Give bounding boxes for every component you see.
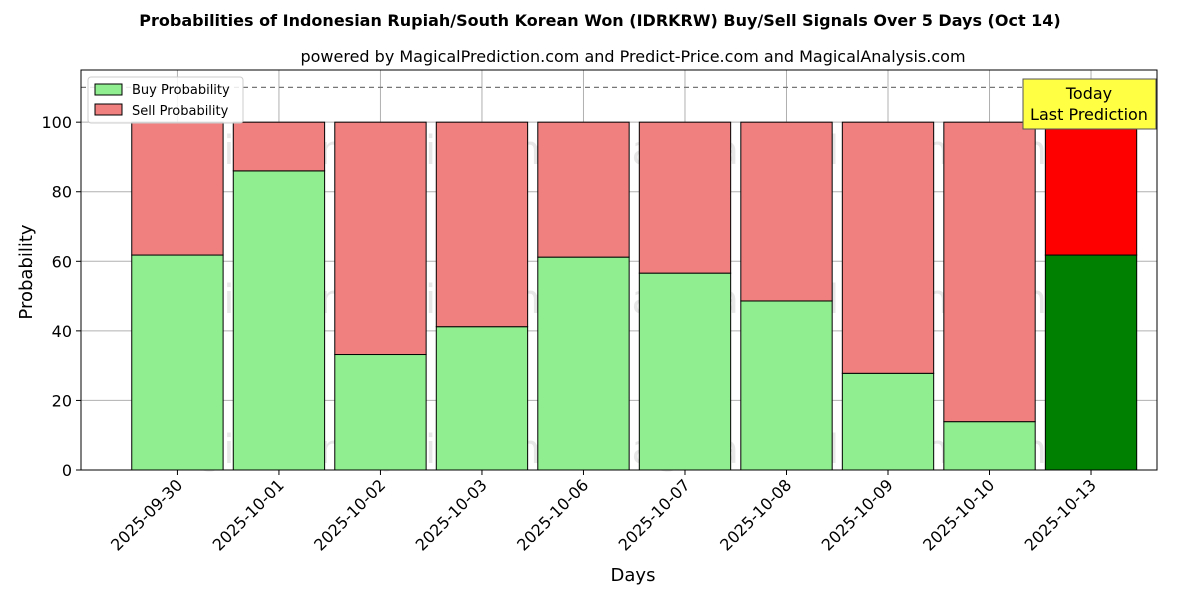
legend-sell-label: Sell Probability (132, 104, 229, 119)
x-tick-label: 2025-09-30 (107, 475, 186, 554)
buy-bar (131, 254, 224, 471)
x-tick-label: 2025-10-10 (919, 475, 998, 554)
x-tick-label: 2025-10-13 (1021, 475, 1100, 554)
buy-bar (943, 421, 1036, 471)
sell-bar (232, 121, 326, 172)
buy-bar (232, 170, 326, 471)
x-tick-label: 2025-10-08 (716, 475, 795, 554)
x-tick-label: 2025-10-06 (513, 475, 592, 554)
y-tick-label: 0 (62, 461, 72, 480)
legend-frame (87, 76, 244, 124)
x-tick-label: 2025-10-09 (818, 475, 897, 554)
buy-bar (435, 326, 529, 471)
y-tick-label: 20 (52, 391, 72, 410)
sell-bar (537, 121, 630, 258)
x-axis-label: Days (611, 565, 656, 586)
sell-bar (334, 121, 427, 356)
buy-bar (841, 372, 935, 471)
annotation-line-1: Today (1065, 84, 1112, 103)
plot-frame (80, 69, 1158, 471)
annotation-line-2: Last Prediction (1030, 105, 1148, 124)
x-tick-label: 2025-10-02 (310, 475, 389, 554)
y-tick-label: 40 (52, 322, 72, 341)
chart-subtitle: powered by MagicalPrediction.com and Pre… (300, 47, 965, 66)
sell-bar (638, 121, 732, 274)
bars (131, 121, 1138, 471)
y-tick-label: 60 (52, 252, 72, 271)
x-tick-label: 2025-10-03 (412, 475, 491, 554)
legend-buy-swatch (94, 83, 123, 96)
buy-bar (1044, 254, 1138, 471)
x-tick-label: 2025-10-01 (209, 475, 288, 554)
sell-bar (1044, 121, 1138, 256)
today-annotation: Today Last Prediction (1022, 78, 1157, 130)
chart-title: Probabilities of Indonesian Rupiah/South… (139, 11, 1060, 30)
buy-bar (537, 256, 630, 471)
buy-bar (334, 354, 427, 471)
x-tick-label: 2025-10-07 (615, 475, 694, 554)
legend: Buy Probability Sell Probability (87, 76, 244, 124)
sell-bar (740, 121, 833, 302)
y-tick-label: 100 (41, 113, 72, 132)
legend-sell-swatch (94, 103, 123, 116)
buy-bar (740, 300, 833, 471)
sell-bar (841, 121, 935, 374)
sell-bar (943, 121, 1036, 423)
y-axis-label: Probability (16, 224, 37, 319)
annotation-box (1022, 78, 1157, 130)
sell-bar (435, 121, 529, 328)
sell-bar (131, 121, 224, 256)
legend-buy-label: Buy Probability (132, 83, 230, 98)
y-tick-label: 80 (52, 183, 72, 202)
buy-bar (638, 272, 732, 471)
